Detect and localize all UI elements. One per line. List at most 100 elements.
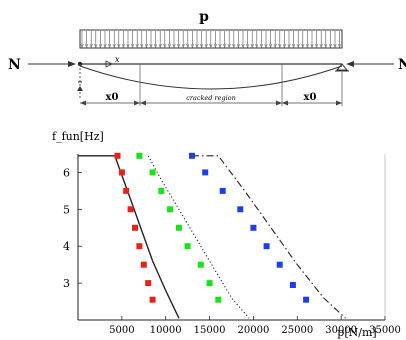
load-hatch-arrow xyxy=(131,43,135,49)
green-data-point xyxy=(175,224,182,231)
load-hatch-arrow xyxy=(287,43,291,49)
x-tick-label: 10000 xyxy=(150,325,182,336)
blue-data-point xyxy=(219,187,226,194)
load-hatch-arrow xyxy=(94,43,98,49)
x-tick-label: 20000 xyxy=(238,325,270,336)
x-axis-label: p[N/m] xyxy=(337,326,376,339)
load-hatch-arrow xyxy=(246,43,250,49)
load-hatch-arrow xyxy=(190,43,194,49)
load-hatch-arrow xyxy=(301,43,305,49)
load-hatch-arrow xyxy=(250,43,254,49)
load-hatch-arrow xyxy=(154,43,158,49)
load-hatch-arrow xyxy=(255,43,259,49)
x-tick-label: 15000 xyxy=(194,325,226,336)
load-hatch-arrow xyxy=(112,43,116,49)
blue-data-point xyxy=(202,169,209,176)
x-tick-label: 25000 xyxy=(281,325,313,336)
green-data-point xyxy=(184,243,191,250)
x-tick-label: 5000 xyxy=(109,325,134,336)
load-hatch-arrow xyxy=(269,43,273,49)
load-hatching xyxy=(80,31,342,49)
green-data-point xyxy=(158,187,165,194)
load-hatch-arrow xyxy=(310,43,314,49)
red-data-point xyxy=(114,152,121,159)
deflection-curve xyxy=(79,65,343,90)
right-roller xyxy=(335,63,349,71)
green-data-point xyxy=(197,261,204,268)
dimension-arrows xyxy=(80,100,342,106)
green-data-point xyxy=(215,296,222,303)
load-hatch-arrow xyxy=(319,43,323,49)
green-fit-line xyxy=(147,155,250,319)
load-hatch-arrow xyxy=(273,43,277,49)
load-hatch-arrow xyxy=(103,43,107,49)
red-data-point xyxy=(118,169,125,176)
x-arrowhead xyxy=(105,60,113,68)
x-marker: x xyxy=(115,55,120,64)
y-tick-label: 3 xyxy=(63,277,70,290)
red-data-point xyxy=(140,261,147,268)
data-points xyxy=(114,152,310,303)
load-hatch-arrow xyxy=(259,43,263,49)
blue-data-point xyxy=(276,261,283,268)
middle-segment-label: cracked region xyxy=(186,94,236,102)
load-hatch-arrow xyxy=(172,43,176,49)
load-hatch-arrow xyxy=(140,43,144,49)
load-hatch-arrow xyxy=(195,43,199,49)
load-hatch-arrow xyxy=(241,43,245,49)
red-fit-line xyxy=(78,155,180,319)
y-tick-label: 5 xyxy=(63,203,70,216)
load-hatch-arrow xyxy=(126,43,130,49)
y-tick-label: 4 xyxy=(63,240,70,253)
load-hatch-arrow xyxy=(89,43,93,49)
load-hatch-arrow xyxy=(278,43,282,49)
right-force-arrowhead xyxy=(346,61,354,67)
blue-data-point xyxy=(250,224,257,231)
load-hatch-arrow xyxy=(338,43,342,49)
load-hatch-arrow xyxy=(264,43,268,49)
load-hatch-arrow xyxy=(315,43,319,49)
load-hatch-arrow xyxy=(108,43,112,49)
load-hatch-arrow xyxy=(200,43,204,49)
red-data-point xyxy=(145,280,152,287)
load-hatch-arrow xyxy=(186,43,190,49)
left-axial-label: N xyxy=(8,57,21,73)
load-hatch-arrow xyxy=(223,43,227,49)
left-support xyxy=(77,61,83,100)
green-data-point xyxy=(167,206,174,213)
red-data-point xyxy=(136,243,143,250)
red-data-point xyxy=(149,296,156,303)
load-hatch-arrow xyxy=(305,43,309,49)
load-hatch-arrow xyxy=(181,43,185,49)
load-hatch-arrow xyxy=(333,43,337,49)
right-axial-label: N xyxy=(398,57,406,73)
load-hatch-arrow xyxy=(80,43,84,49)
beam-diagram: p x N N xyxy=(8,9,406,106)
blue-data-point xyxy=(189,152,195,159)
distributed-load xyxy=(79,29,343,49)
load-box-outline xyxy=(79,29,343,49)
blue-data-point xyxy=(263,243,270,250)
x-tick-label: 35000 xyxy=(369,325,401,336)
green-data-point xyxy=(136,152,143,159)
red-data-point xyxy=(127,206,134,213)
load-hatch-arrow xyxy=(204,43,208,49)
load-hatch-arrow xyxy=(163,43,167,49)
right-segment-label: x0 xyxy=(304,92,317,103)
y-tick-label: 6 xyxy=(63,166,70,179)
load-hatch-arrow xyxy=(135,43,139,49)
blue-data-point xyxy=(237,206,244,213)
load-hatch-arrow xyxy=(236,43,240,49)
load-hatch-arrow xyxy=(292,43,296,49)
load-hatch-arrow xyxy=(121,43,125,49)
blue-data-point xyxy=(303,296,310,303)
load-hatch-arrow xyxy=(98,43,102,49)
load-hatch-arrow xyxy=(177,43,181,49)
green-data-point xyxy=(206,280,213,287)
x-tick-label: 30000 xyxy=(325,325,357,336)
blue-data-point xyxy=(289,282,296,288)
axis-ticks: 5000 10000 15000 20000 25000 30000 35000 3 4 5 6 xyxy=(63,166,401,336)
fit-lines xyxy=(78,155,346,319)
blue-fit-line xyxy=(192,155,346,319)
load-hatch-arrow xyxy=(85,43,89,49)
